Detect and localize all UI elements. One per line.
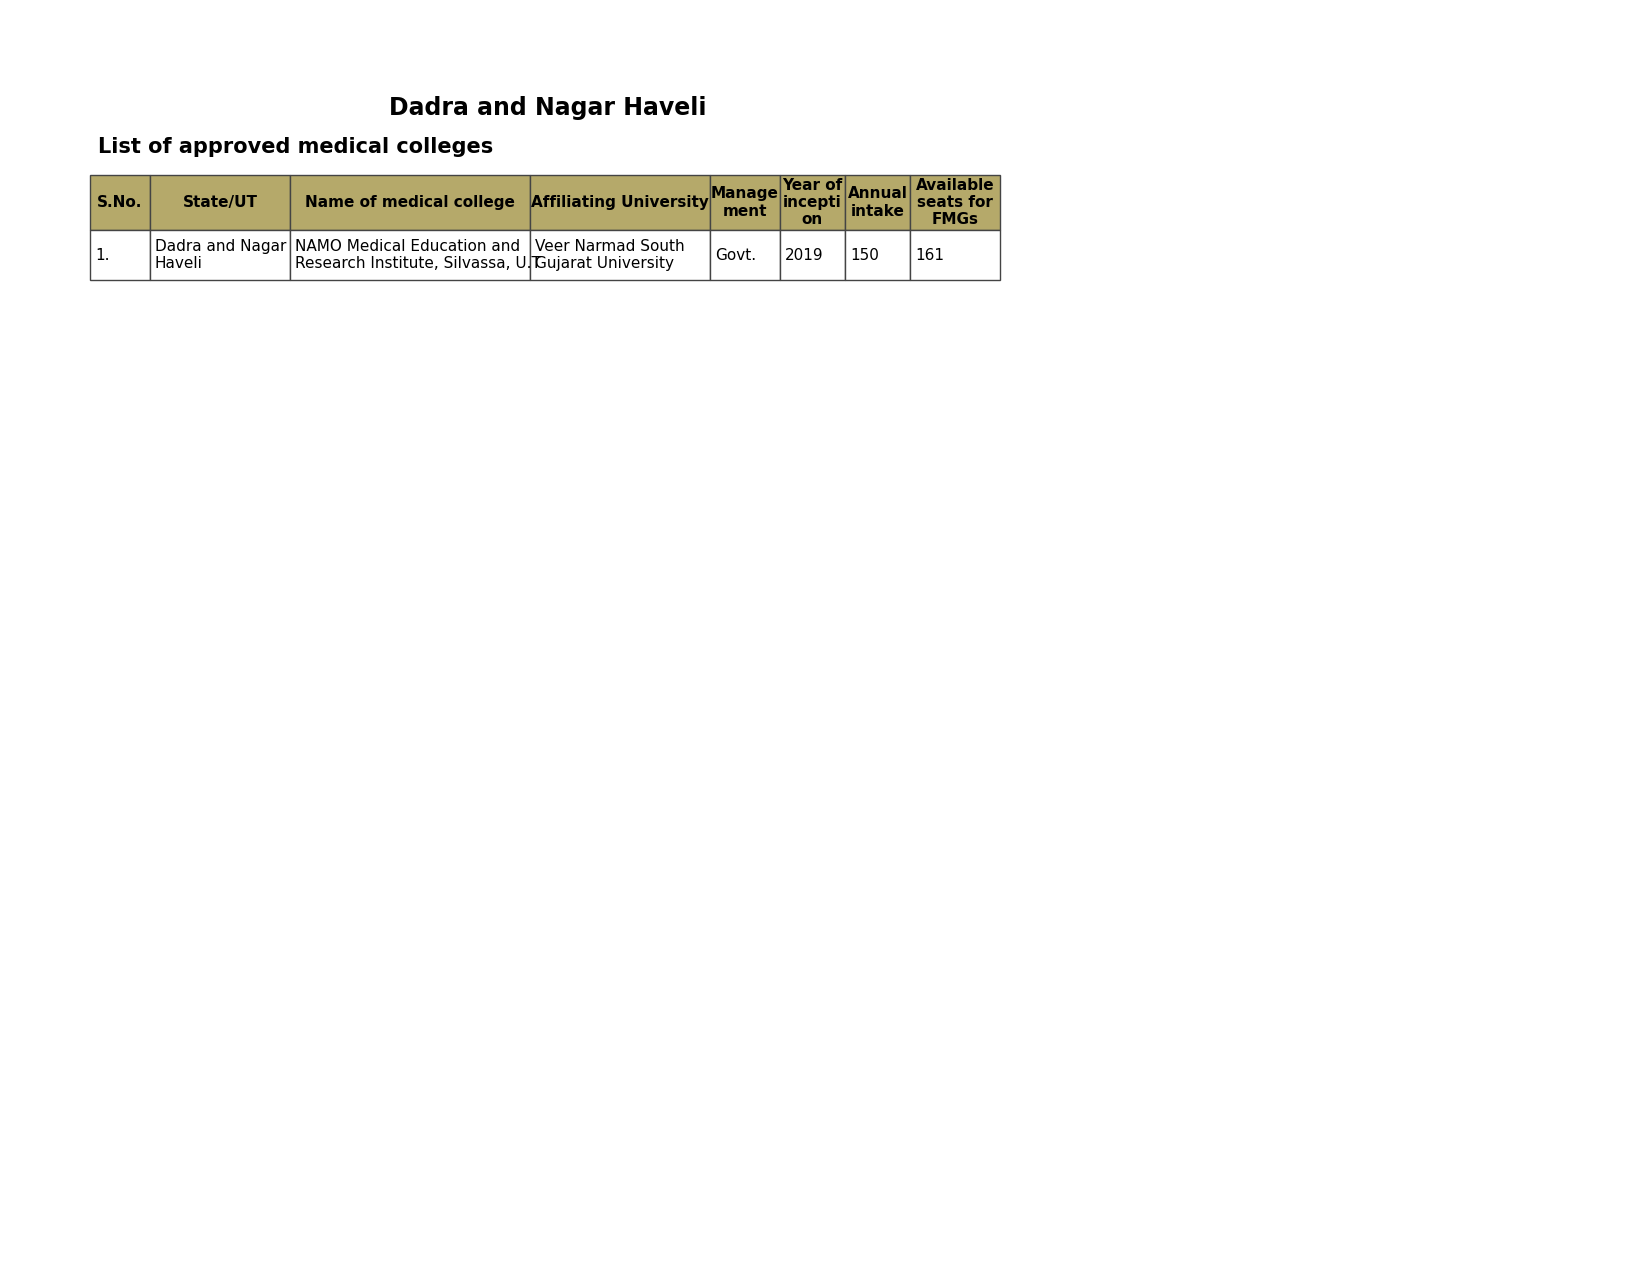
Text: Dadra and Nagar Haveli: Dadra and Nagar Haveli [390, 96, 707, 120]
Text: S.No.: S.No. [97, 195, 142, 210]
Bar [779, 230, 845, 280]
Text: 2019: 2019 [784, 247, 824, 263]
Text: 1.: 1. [96, 247, 109, 263]
Text: Name of medical college: Name of medical college [305, 195, 515, 210]
Bar [845, 230, 910, 280]
Bar [530, 175, 710, 230]
Text: Year of
incepti
on: Year of incepti on [783, 177, 842, 227]
Bar [910, 175, 1001, 230]
Bar [530, 230, 710, 280]
Bar [291, 230, 530, 280]
Bar [291, 175, 530, 230]
Bar [710, 230, 779, 280]
Bar [91, 175, 150, 230]
Text: Affiliating University: Affiliating University [532, 195, 708, 210]
Text: Govt.: Govt. [715, 247, 756, 263]
Bar [779, 175, 845, 230]
Text: List of approved medical colleges: List of approved medical colleges [97, 136, 494, 157]
Text: Annual
intake: Annual intake [847, 186, 908, 219]
Text: Available
seats for
FMGs: Available seats for FMGs [916, 177, 994, 227]
Bar [150, 230, 291, 280]
Bar [710, 175, 779, 230]
Bar [910, 230, 1001, 280]
Text: Manage
ment: Manage ment [712, 186, 779, 219]
Text: State/UT: State/UT [183, 195, 258, 210]
Bar [845, 175, 910, 230]
Text: Veer Narmad South
Gujarat University: Veer Narmad South Gujarat University [535, 238, 685, 272]
Text: NAMO Medical Education and
Research Institute, Silvassa, U.T: NAMO Medical Education and Research Inst… [296, 238, 542, 272]
Bar [91, 230, 150, 280]
Text: 150: 150 [850, 247, 878, 263]
Bar [150, 175, 291, 230]
Text: 161: 161 [915, 247, 944, 263]
Text: Dadra and Nagar
Haveli: Dadra and Nagar Haveli [155, 238, 286, 272]
